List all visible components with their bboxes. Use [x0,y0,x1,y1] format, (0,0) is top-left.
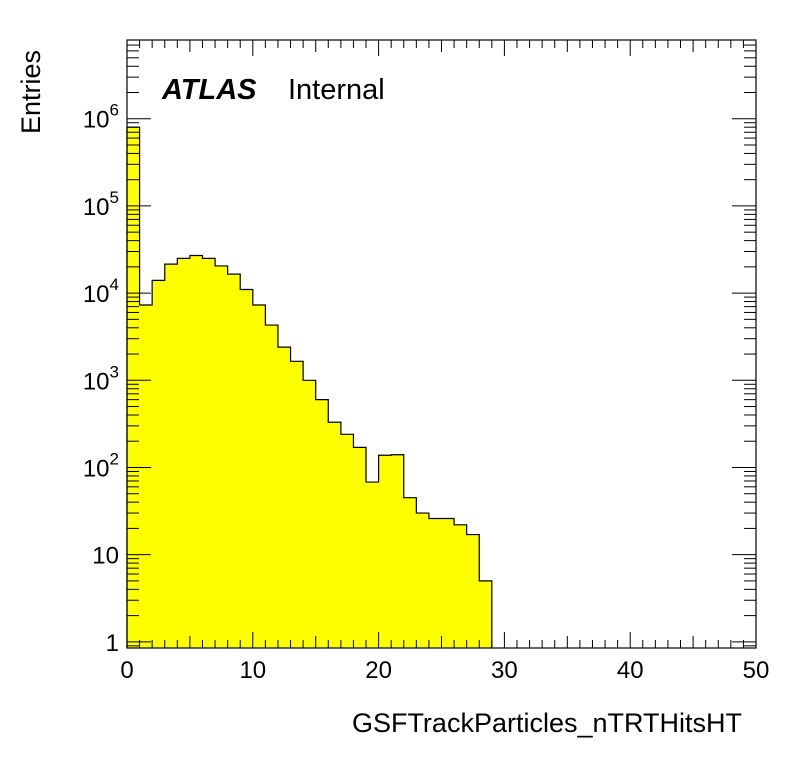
histogram-bin [416,513,430,648]
y-axis-ticks [127,39,756,647]
y-tick-label: 1 [106,630,119,657]
x-tick-label: 40 [617,657,644,684]
histogram-bin [403,497,417,648]
y-axis-label: Entries [16,50,46,134]
internal-label: Internal [288,74,385,106]
x-tick-label: 20 [365,657,392,684]
histogram-bin [466,534,480,648]
y-tick-label: 105 [83,188,119,221]
y-tick-label: 102 [83,449,119,482]
y-tick-labels: 1 10 102 103 104 105 106 [83,101,119,657]
histogram-bin [428,518,442,648]
x-axis-label: GSFTrackParticles_nTRTHitsHT [352,708,742,738]
histogram-bin [441,518,455,648]
histogram-bin [328,422,342,648]
histogram-bin [315,399,329,648]
histogram-bin [164,264,178,648]
histogram-bin [265,325,279,648]
histogram-bin [202,258,216,648]
histogram-bars [127,127,493,649]
histogram-bin [479,580,493,648]
y-tick-label: 104 [83,275,119,308]
x-tick-label: 30 [491,657,518,684]
histogram-bin [277,347,292,648]
histogram-bin [353,447,367,648]
histogram-bin [290,361,304,648]
x-tick-label: 0 [120,657,133,684]
histogram-bin [152,280,166,648]
histogram-bin [391,454,405,648]
atlas-label: ATLAS [161,74,257,106]
histogram-bin [240,289,254,648]
x-axis-ticks [126,40,757,648]
histogram-bin [378,455,392,648]
histogram-bin [189,255,203,648]
x-tick-labels: 0 10 20 30 40 50 [120,657,769,684]
x-tick-label: 50 [743,657,770,684]
histogram-bin [454,524,468,648]
histogram-bin [252,305,266,648]
y-tick-label: 10 [92,543,119,570]
histogram-bin [340,434,354,648]
histogram-bin [215,265,229,648]
histogram-bin [177,258,191,648]
histogram-bin [227,274,241,648]
histogram-bin [366,482,380,648]
histogram-bin [303,380,317,648]
histogram-bin [139,305,153,648]
y-tick-label: 103 [83,362,119,395]
y-tick-label: 106 [83,101,119,134]
histogram-outline [126,126,493,648]
x-tick-label: 10 [239,657,266,684]
histogram-bin [127,127,141,649]
